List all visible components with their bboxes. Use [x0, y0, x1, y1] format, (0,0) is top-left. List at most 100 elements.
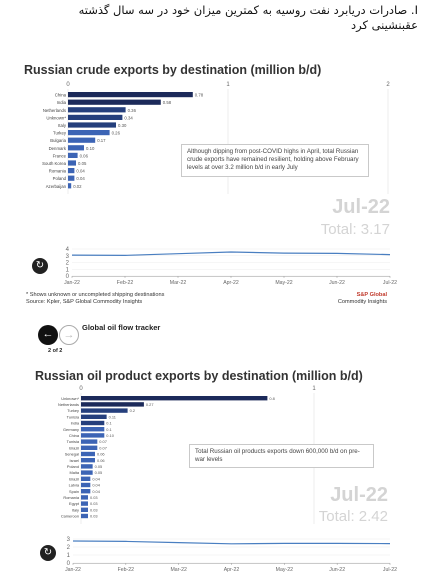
- timeline-y-tick: 1: [66, 267, 70, 273]
- category-label: Germany: [63, 427, 79, 432]
- category-label: Senegal: [65, 452, 79, 457]
- value-label: 0.30: [118, 123, 127, 128]
- bar: [68, 168, 75, 174]
- axis-tick-label: 1: [312, 386, 316, 392]
- bar: [68, 114, 123, 120]
- current-month-label: Jul-22: [330, 484, 388, 506]
- bar: [81, 451, 95, 457]
- footnote-line1: * Shows unknown or uncompleted shipping …: [26, 292, 165, 298]
- bar: [81, 458, 95, 463]
- bar: [81, 489, 91, 494]
- timeline-y-tick: 2: [66, 261, 70, 267]
- value-label: 0.07: [99, 445, 107, 450]
- value-label: 0.04: [92, 476, 100, 481]
- bar: [81, 439, 98, 444]
- value-label: 0.05: [95, 470, 103, 475]
- category-label: Turkey: [53, 131, 67, 136]
- bar: [81, 495, 88, 500]
- total-label: Total: 3.17: [320, 221, 390, 238]
- timeline-series-line: [72, 540, 391, 545]
- bar: [68, 130, 110, 136]
- timeline-month-label: Mar-22: [170, 280, 187, 286]
- value-label: 0.05: [95, 464, 103, 469]
- bar: [81, 420, 105, 426]
- category-label: France: [53, 153, 67, 158]
- category-label: Tunisia: [67, 414, 80, 419]
- value-label: 0.27: [146, 402, 154, 407]
- timeline-y-tick: 0: [67, 561, 71, 567]
- arrow-left-icon[interactable]: ←: [38, 325, 58, 345]
- category-label: Malta: [69, 470, 79, 475]
- category-label: India: [57, 100, 67, 105]
- total-label: Total: 2.42: [318, 508, 388, 525]
- category-label: Bulgaria: [50, 138, 66, 143]
- value-label: 0.06: [97, 458, 105, 463]
- value-label: 0.03: [90, 495, 98, 500]
- value-label: 0.34: [124, 115, 133, 120]
- value-label: 0.04: [92, 489, 100, 494]
- timeline-month-label: Apr-22: [224, 567, 240, 573]
- chart-title: Russian crude exports by destination (mi…: [24, 63, 322, 77]
- page-indicator: 2 of 2: [48, 348, 63, 354]
- bar: [68, 92, 193, 98]
- bar: [68, 99, 161, 105]
- header-text: I. صادرات دریابرد نفت روسیه به کمترین می…: [78, 3, 418, 32]
- value-label: 0.04: [76, 176, 85, 181]
- value-label: 0.11: [109, 414, 116, 419]
- timeline-month-label: Jul-22: [383, 567, 397, 573]
- value-label: 0.06: [97, 452, 105, 457]
- bar: [81, 513, 88, 519]
- category-label: South Korea: [42, 161, 66, 166]
- category-label: Unknown*: [46, 115, 66, 120]
- arrow-right-icon[interactable]: →: [59, 325, 79, 345]
- chart-title: Russian oil product exports by destinati…: [35, 369, 363, 383]
- footnote: * Shows unknown or uncompleted shipping …: [26, 292, 164, 306]
- axis-tick-label: 2: [386, 82, 390, 88]
- crude-bar-chart: 0 1 2 China 0.78 India 0.58 Netherlands 0.36 Unkn…: [42, 82, 390, 194]
- category-label: Netherlands: [58, 402, 79, 407]
- axis-tick-label: 0: [79, 386, 83, 392]
- timeline-y-tick: 1: [67, 553, 71, 559]
- replay-icon[interactable]: ↻: [40, 545, 56, 561]
- value-label: 0.07: [99, 439, 107, 444]
- bar: [68, 137, 96, 143]
- replay-icon[interactable]: ↻: [32, 258, 48, 274]
- category-label: Spain: [69, 489, 79, 494]
- category-label: Tunisia: [67, 439, 80, 444]
- bar: [81, 464, 93, 469]
- bar: [81, 445, 98, 450]
- bar: [81, 414, 107, 419]
- category-label: Romania: [63, 495, 79, 500]
- products-annotation: Total Russian oil products exports down …: [189, 444, 374, 469]
- bar: [81, 396, 268, 401]
- value-label: 0.03: [90, 507, 98, 512]
- value-label: 0.02: [73, 184, 82, 189]
- timeline-month-label: Jun-22: [329, 567, 345, 573]
- value-label: 0.10: [86, 146, 95, 151]
- value-label: 0.17: [97, 138, 106, 143]
- value-label: 0.10: [106, 433, 114, 438]
- bar: [81, 427, 105, 432]
- category-label: Denmark: [49, 146, 67, 151]
- crude-exports-panel: Russian crude exports by destination (mi…: [24, 63, 416, 313]
- category-label: Italy: [72, 507, 79, 512]
- timeline-month-label: Jan-22: [65, 567, 81, 573]
- category-label: Netherlands: [43, 108, 66, 113]
- current-month-label: Jul-22: [332, 196, 390, 218]
- category-label: Egypt: [69, 501, 80, 506]
- crude-annotation: Although dipping from post-COVID highs i…: [181, 144, 369, 177]
- timeline-month-label: Jul-22: [383, 280, 397, 286]
- timeline-series-line: [71, 251, 391, 257]
- bar: [81, 470, 93, 475]
- timeline-month-label: Feb-22: [117, 280, 134, 286]
- bar: [68, 107, 126, 113]
- timeline-month-label: Mar-22: [170, 567, 187, 573]
- bar: [68, 152, 78, 158]
- bar: [81, 408, 128, 413]
- value-label: 0.78: [195, 93, 204, 98]
- category-label: Poland: [53, 176, 67, 181]
- timeline-month-label: Apr-22: [223, 280, 239, 286]
